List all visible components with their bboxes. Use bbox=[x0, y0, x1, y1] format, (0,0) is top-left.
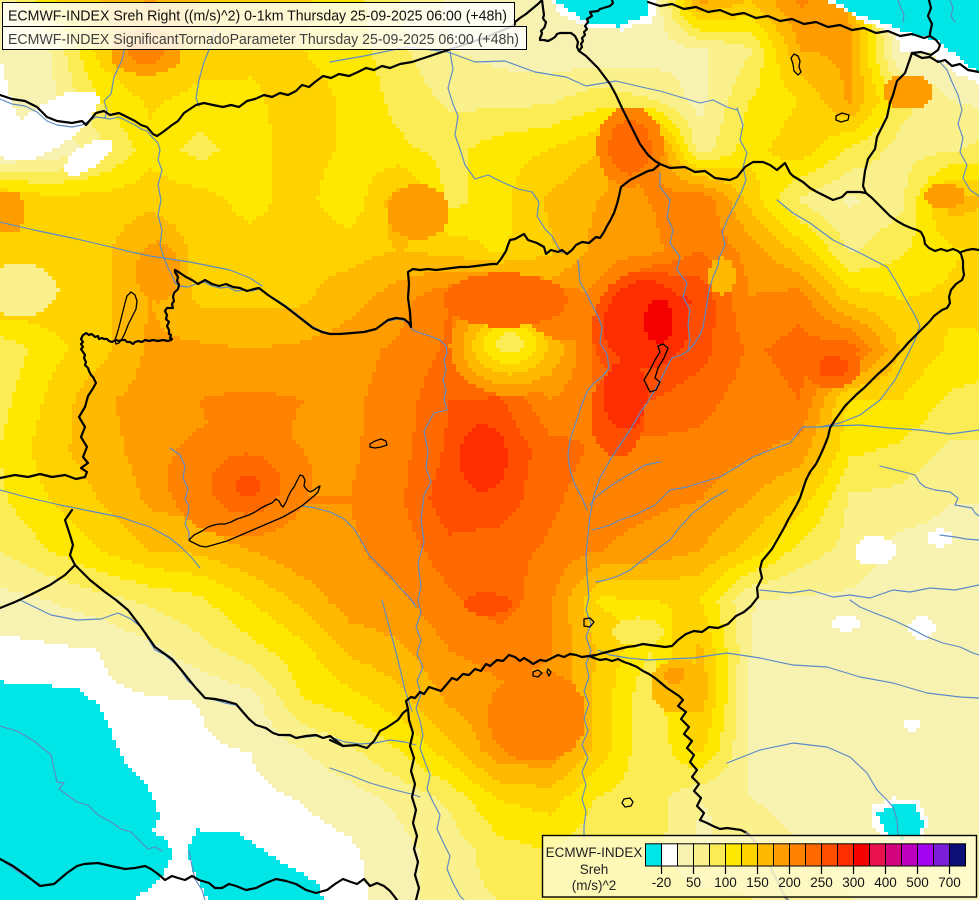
svg-text:500: 500 bbox=[906, 875, 929, 890]
svg-text:400: 400 bbox=[874, 875, 897, 890]
svg-text:Sreh: Sreh bbox=[580, 862, 609, 877]
svg-text:700: 700 bbox=[938, 875, 961, 890]
svg-text:200: 200 bbox=[778, 875, 801, 890]
svg-text:50: 50 bbox=[686, 875, 701, 890]
svg-text:300: 300 bbox=[842, 875, 865, 890]
svg-text:100: 100 bbox=[714, 875, 737, 890]
svg-text:250: 250 bbox=[810, 875, 833, 890]
svg-text:-20: -20 bbox=[652, 875, 672, 890]
svg-text:ECMWF-INDEX SignificantTornado: ECMWF-INDEX SignificantTornadoParameter … bbox=[8, 32, 519, 48]
svg-text:(m/s)^2: (m/s)^2 bbox=[572, 878, 617, 893]
svg-text:ECMWF-INDEX: ECMWF-INDEX bbox=[546, 845, 643, 860]
svg-text:ECMWF-INDEX Sreh Right ((m/s)^: ECMWF-INDEX Sreh Right ((m/s)^2) 0-1km T… bbox=[8, 9, 507, 25]
svg-text:150: 150 bbox=[746, 875, 769, 890]
